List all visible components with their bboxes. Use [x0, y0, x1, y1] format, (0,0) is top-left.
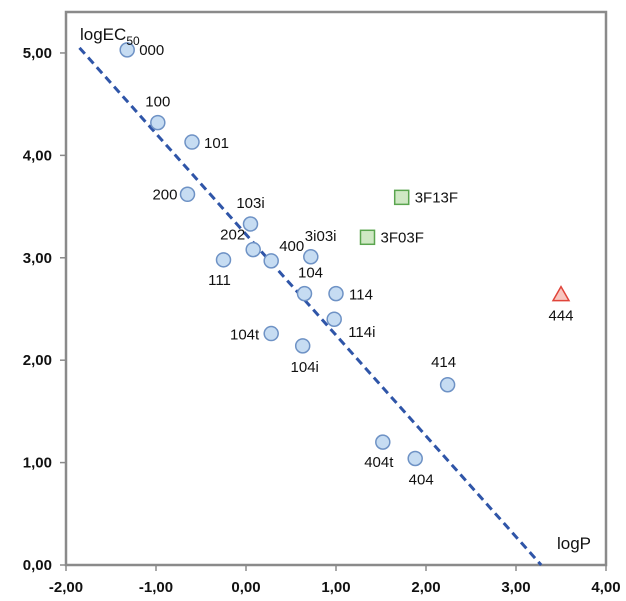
data-point-square	[393, 189, 410, 206]
data-point-circle	[119, 42, 135, 58]
y-tick-label: 2,00	[23, 352, 52, 369]
point-label: 104	[298, 265, 323, 282]
data-point-circle	[375, 434, 391, 450]
y-axis-label: logEC50	[80, 25, 140, 48]
trend-line	[78, 46, 543, 566]
data-point-circle	[184, 134, 200, 150]
point-label: 404	[409, 471, 434, 488]
y-tick-label: 5,00	[23, 45, 52, 62]
data-point-circle	[215, 252, 232, 268]
point-label: 114	[349, 287, 373, 304]
y-tick-label: 0,00	[23, 557, 52, 574]
y-tick-label: 1,00	[23, 455, 52, 472]
point-label: 000	[139, 42, 164, 59]
point-label: 3F03F	[381, 229, 424, 246]
data-point-circle	[407, 450, 423, 467]
data-point-circle	[326, 311, 342, 327]
data-point-circle	[245, 241, 261, 258]
point-label: 104t	[230, 327, 260, 344]
point-label: 444	[548, 308, 573, 325]
data-point-circle	[263, 253, 279, 269]
data-point-square	[359, 229, 376, 246]
point-label: 103i	[236, 195, 264, 212]
x-tick-label: 1,00	[321, 579, 350, 596]
point-label: 404t	[364, 454, 394, 471]
y-tick-label: 3,00	[23, 250, 52, 267]
y-axis-label-subscript: 50	[126, 34, 140, 48]
x-tick-label: 2,00	[411, 579, 440, 596]
data-point-circle	[296, 285, 313, 302]
data-point-circle	[150, 114, 166, 131]
data-point-circle	[242, 216, 259, 232]
data-point-circle	[439, 377, 456, 393]
point-label: 111	[208, 272, 231, 289]
point-label: 101	[204, 135, 229, 152]
point-label: 3i03i	[305, 228, 337, 245]
x-tick-label: 4,00	[591, 579, 620, 596]
y-tick-label: 4,00	[23, 147, 52, 164]
point-label: 200	[152, 186, 177, 203]
point-label: 414	[431, 354, 456, 371]
data-point-circle	[303, 249, 319, 265]
x-axis-label: logP	[557, 534, 591, 553]
data-point-circle	[179, 186, 196, 203]
data-point-circle	[294, 338, 311, 354]
x-tick-label: -1,00	[139, 579, 173, 596]
point-label: 100	[145, 94, 170, 111]
x-tick-label: 3,00	[501, 579, 530, 596]
point-label: 400	[279, 238, 304, 255]
x-tick-label: 0,00	[231, 579, 260, 596]
data-point-circle	[328, 285, 344, 302]
data-point-circle	[263, 325, 279, 342]
x-tick-label: -2,00	[49, 579, 83, 596]
point-label: 114i	[348, 324, 375, 341]
point-label: 3F13F	[415, 189, 458, 206]
data-point-triangle	[551, 285, 571, 302]
point-label: 202	[220, 227, 245, 244]
point-label: 104i	[291, 359, 319, 376]
